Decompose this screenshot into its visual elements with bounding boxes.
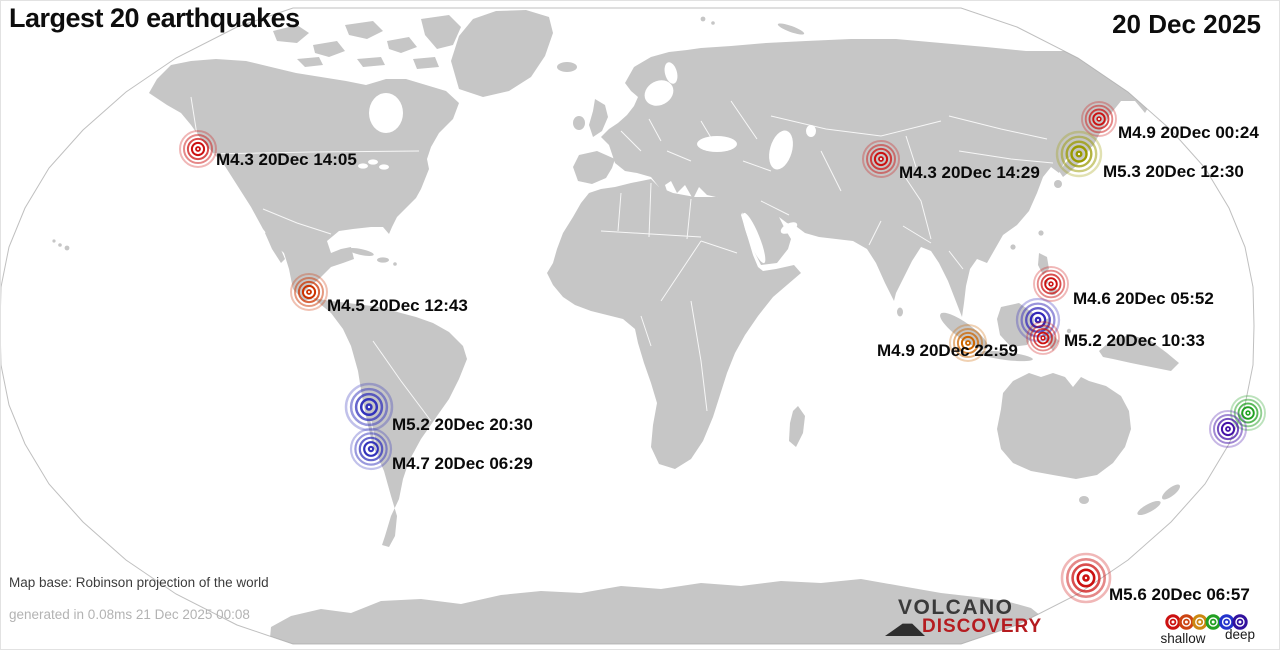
legend-depth-icon (1192, 614, 1208, 630)
legend-depth-icon (1165, 614, 1181, 630)
quake-marker[interactable] (1055, 130, 1103, 178)
quake-labels: M4.3 20Dec 14:05 M4.5 20Dec 12:43 M5.2 20D… (216, 123, 1259, 604)
legend-depth-icon (1232, 614, 1248, 630)
quake-label: M5.2 20Dec 20:30 (392, 415, 533, 434)
land-java (979, 350, 1033, 362)
quake-label: M4.5 20Dec 12:43 (327, 296, 468, 315)
land-philippines (1038, 253, 1049, 275)
quake-marker[interactable] (1026, 321, 1060, 355)
quake-marker[interactable] (1081, 101, 1117, 137)
land-new-guinea (1099, 335, 1179, 371)
quake-marker[interactable] (949, 324, 987, 362)
land-antarctica (269, 579, 1041, 644)
quake-marker[interactable] (179, 130, 217, 168)
quake-markers (179, 101, 1266, 604)
quake-marker[interactable] (1060, 552, 1112, 604)
projection-outline (1, 7, 1255, 645)
land-australia (997, 373, 1131, 479)
quake-label: M5.3 20Dec 12:30 (1103, 162, 1244, 181)
quake-label: M4.3 20Dec 14:05 (216, 150, 357, 169)
land-south-america (313, 298, 467, 547)
continents (52, 10, 1181, 644)
quake-marker[interactable] (344, 382, 394, 432)
legend-depth-icon (1178, 614, 1195, 630)
quake-marker[interactable] (1033, 266, 1069, 302)
land-madagascar (789, 406, 805, 447)
land-borneo (997, 303, 1035, 347)
quake-label: M4.3 20Dec 14:29 (899, 163, 1040, 182)
quake-label: M5.6 20Dec 06:57 (1109, 585, 1250, 604)
country-borders (190, 96, 1054, 522)
land-africa (547, 179, 801, 469)
volcano-icon (885, 623, 925, 636)
land-nz-north (1161, 484, 1181, 500)
land-iberia (573, 151, 615, 184)
land-north-america (149, 59, 459, 301)
volcano-discovery-logo[interactable]: VOLCANO DISCOVERY (885, 596, 1055, 644)
quake-marker[interactable] (349, 427, 393, 471)
land-greenland (451, 10, 553, 97)
quake-label: M4.6 20Dec 05:52 (1073, 289, 1214, 308)
land-uk (589, 99, 608, 137)
legend-shallow-label: shallow (1160, 631, 1206, 646)
land-sumatra (940, 312, 988, 350)
logo-line2: DISCOVERY (922, 616, 1043, 637)
land-eurasia (601, 39, 1153, 317)
map-base-note: Map base: Robinson projection of the wor… (9, 575, 269, 590)
quake-marker[interactable] (290, 273, 328, 311)
logo-line1: VOLCANO (898, 596, 1014, 619)
quake-label: M5.2 20Dec 10:33 (1064, 331, 1205, 350)
quake-marker[interactable] (1209, 410, 1247, 448)
page-title: Largest 20 earthquakes (9, 3, 300, 33)
quake-label: M4.7 20Dec 06:29 (392, 454, 533, 473)
quake-label: M4.9 20Dec 00:24 (1118, 123, 1259, 142)
legend-deep-label: deep (1224, 627, 1256, 642)
land-nz-south (1137, 500, 1161, 516)
generated-note: generated in 0.08ms 21 Dec 2025 00:08 (9, 607, 250, 622)
depth-legend-icons (1165, 614, 1248, 630)
quake-label: M4.9 20Dec 22:59 (877, 341, 1018, 360)
quake-marker[interactable] (862, 140, 900, 178)
quake-marker[interactable] (1230, 395, 1266, 431)
page-date: 20 Dec 2025 (1112, 9, 1261, 39)
legend-depth-icon (1205, 614, 1221, 630)
inland-seas (358, 62, 816, 264)
